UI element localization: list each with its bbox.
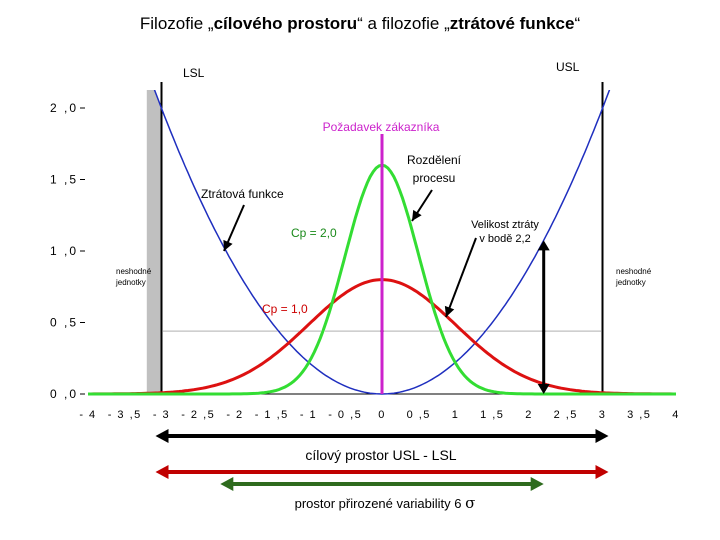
- y-tick-label: 1 ,0: [50, 244, 78, 258]
- x-tick-label: - 0 ,5: [328, 409, 362, 421]
- target-space-label: cílový prostor USL - LSL: [305, 447, 456, 463]
- variability-label: prostor přirozené variability 6 σ: [295, 494, 476, 512]
- x-tick-label: 0: [378, 409, 386, 421]
- x-axis-ticks: - 4 - 3 ,5 - 3 - 2 ,5 - 2 - 1 ,5 - 1 - 0 ,5 0 0 ,…: [79, 409, 680, 421]
- y-axis-ticks: 0 ,0 0 ,5 1 ,0 1 ,5 2 ,0: [50, 101, 85, 401]
- variability-arrow-green-head-right: [530, 477, 544, 491]
- target-space-arrow-head-right: [595, 429, 609, 443]
- page-title: Filozofie „cílového prostoru“ a filozofi…: [139, 14, 581, 33]
- cp1-label: Cp = 1,0: [262, 302, 308, 316]
- y-tick-label: 0 ,5: [50, 316, 78, 330]
- x-tick-label: 1: [452, 409, 460, 421]
- cp2-label: Cp = 2,0: [291, 226, 337, 240]
- x-tick-label: - 4: [79, 409, 96, 421]
- nonconforming-right-line2: jednotky: [615, 278, 646, 287]
- nonconforming-right-line1: neshodné: [616, 267, 652, 276]
- nonconforming-left-line1: neshodné: [116, 267, 152, 276]
- loss-fill-regions: [146, 90, 162, 394]
- variability-arrow-green-head-left: [220, 477, 234, 491]
- usl-label: USL: [556, 60, 580, 74]
- loss-size-arrow: [537, 240, 550, 394]
- x-tick-label: - 3 ,5: [108, 409, 142, 421]
- loss-fill-left: [146, 90, 162, 394]
- loss-function-pointer-head: [223, 239, 233, 251]
- nonconforming-left-line2: jednotky: [115, 278, 146, 287]
- distribution-label-line2: procesu: [413, 171, 456, 185]
- x-tick-label: 3: [599, 409, 607, 421]
- y-tick-label: 1 ,5: [50, 173, 78, 187]
- loss-size-pointer-line: [445, 237, 477, 318]
- x-tick-label: 4: [672, 409, 680, 421]
- target-space-arrow-head-left: [155, 429, 169, 443]
- loss-arrow-head-top: [537, 240, 550, 251]
- bottom-arrows: [155, 429, 609, 491]
- loss-arrow-head-bottom: [537, 384, 550, 394]
- x-tick-label: - 2: [226, 409, 243, 421]
- distribution-label-line1: Rozdělení: [407, 153, 462, 167]
- loss-function-label: Ztrátová funkce: [201, 187, 284, 201]
- pointer-arrows: [223, 189, 477, 318]
- x-tick-label: 0 ,5: [407, 409, 431, 421]
- variability-arrow-red-head-left: [155, 465, 169, 479]
- loss-size-label-line1: Velikost ztráty: [471, 219, 539, 231]
- x-tick-label: 1 ,5: [480, 409, 504, 421]
- variability-arrow-red-head-right: [595, 465, 609, 479]
- x-tick-label: - 3: [153, 409, 170, 421]
- loss-size-label-line2: v bodě 2,2: [479, 233, 530, 245]
- x-tick-label: 3 ,5: [627, 409, 651, 421]
- loss-size-pointer-head: [444, 305, 455, 317]
- lsl-label: LSL: [183, 66, 205, 80]
- requirement-label: Požadavek zákazníka: [323, 120, 440, 134]
- y-tick-label: 0 ,0: [50, 387, 78, 401]
- y-tick-label: 2 ,0: [50, 101, 78, 115]
- sigma-symbol: σ: [465, 494, 475, 512]
- distribution-pointer-head: [412, 209, 422, 221]
- x-tick-label: 2 ,5: [554, 409, 578, 421]
- x-tick-label: - 1: [300, 409, 317, 421]
- x-tick-label: - 2 ,5: [181, 409, 215, 421]
- x-tick-label: 2: [525, 409, 533, 421]
- x-tick-label: - 1 ,5: [255, 409, 289, 421]
